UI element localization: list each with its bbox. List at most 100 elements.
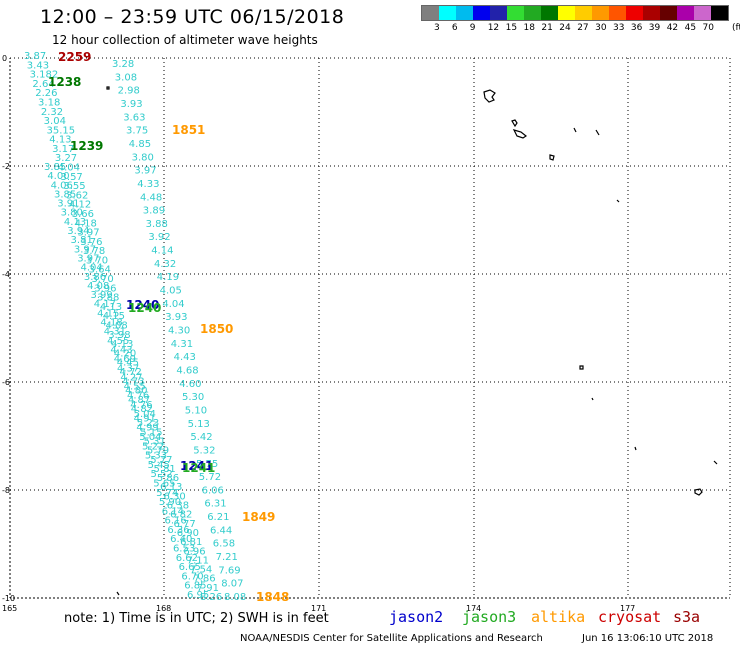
color-swatch bbox=[694, 6, 711, 20]
island bbox=[573, 127, 577, 133]
wave-height-value: 6.77 bbox=[173, 519, 195, 530]
island bbox=[694, 488, 703, 496]
color-swatch bbox=[490, 6, 507, 20]
wave-height-value: 4.76 bbox=[127, 391, 149, 402]
color-scale-swatches bbox=[421, 5, 729, 21]
wave-height-value: 6.44 bbox=[210, 525, 232, 536]
color-scale-label: 21 bbox=[541, 23, 553, 33]
wave-height-value: 6.06 bbox=[202, 485, 224, 496]
wave-height-value: 4.48 bbox=[140, 192, 162, 203]
wave-height-value: 5.90 bbox=[159, 497, 181, 508]
wave-height-value: 3.91 bbox=[57, 199, 79, 210]
wave-height-value: 5.32 bbox=[193, 445, 215, 456]
color-swatch bbox=[643, 6, 660, 20]
wave-height-value: 5.75 bbox=[196, 459, 218, 470]
time-label: 1241 bbox=[180, 459, 213, 473]
wave-height-value: 4.87 bbox=[128, 395, 150, 406]
wave-height-value: 5.04 bbox=[139, 432, 161, 443]
wave-height-value: 3.88 bbox=[146, 219, 168, 230]
wave-height-value: 5.15 bbox=[140, 427, 162, 438]
color-swatch bbox=[422, 6, 439, 20]
wave-height-value: 3.99 bbox=[90, 290, 112, 301]
wave-height-value: 6.31 bbox=[204, 499, 226, 510]
wave-height-value: 3.66 bbox=[72, 209, 94, 220]
island bbox=[634, 446, 637, 451]
wave-height-value: 6.95 bbox=[187, 590, 209, 601]
wave-height-value: 8.07 bbox=[221, 579, 243, 590]
time-label: 1851 bbox=[172, 123, 205, 137]
wave-height-value: 3.18 bbox=[38, 97, 60, 108]
wave-height-value: 4.20 bbox=[114, 348, 136, 359]
latitude-label: -8 bbox=[2, 486, 10, 495]
time-label: 1848 bbox=[256, 590, 289, 604]
wave-height-value: 3.08 bbox=[115, 72, 137, 83]
island bbox=[511, 119, 518, 128]
wave-height-value: 6.96 bbox=[183, 546, 205, 557]
wave-height-value: 4.43 bbox=[110, 345, 132, 356]
time-label: 1240 bbox=[126, 298, 159, 312]
wave-height-value: 3.96 bbox=[94, 283, 116, 294]
wave-height-value: 4.27 bbox=[120, 372, 142, 383]
color-scale-label: 70 bbox=[702, 23, 714, 33]
wave-height-value: 5.23 bbox=[137, 418, 159, 429]
wave-height-value: 3.62 bbox=[66, 190, 88, 201]
wave-height-value: 6.90 bbox=[177, 528, 199, 539]
color-swatch bbox=[473, 6, 490, 20]
color-scale-label: 12 bbox=[487, 23, 500, 33]
color-scale-label: 33 bbox=[613, 23, 625, 33]
color-scale-label: 9 bbox=[469, 23, 476, 33]
wave-height-value: 5.72 bbox=[199, 472, 221, 483]
wave-height-value: 6.38 bbox=[167, 501, 189, 512]
wave-height-value: 6.16 bbox=[165, 516, 187, 527]
wave-height-value: 6.40 bbox=[170, 534, 192, 545]
wave-height-value: 35.15 bbox=[46, 125, 75, 136]
credit-line: NOAA/NESDIS Center for Satellite Applica… bbox=[240, 633, 543, 644]
wave-height-value: 4.18 bbox=[100, 318, 122, 329]
wave-height-value: 3.85 bbox=[44, 162, 66, 173]
wave-height-value: 3.86 bbox=[84, 272, 106, 283]
wave-height-value: 3.93 bbox=[165, 312, 187, 323]
satellite-s3a: s3a bbox=[673, 608, 701, 626]
wave-height-value: 2.98 bbox=[118, 86, 140, 97]
color-swatch bbox=[507, 6, 524, 20]
wave-height-value: 7.54 bbox=[190, 565, 212, 576]
wave-height-value: 3.92 bbox=[148, 232, 170, 243]
wave-height-value: 4.00 bbox=[47, 171, 69, 182]
wave-height-value: 5.10 bbox=[185, 405, 207, 416]
wave-height-value: 6.70 bbox=[181, 571, 203, 582]
wave-height-value: 3.75 bbox=[126, 126, 148, 137]
island bbox=[549, 154, 555, 161]
wave-height-value: 4.85 bbox=[129, 139, 151, 150]
wave-height-value: 6.65 bbox=[179, 562, 201, 573]
wave-height-value: 6.81 bbox=[180, 537, 202, 548]
wave-height-value: 4.30 bbox=[168, 326, 190, 337]
wave-height-value: 3.78 bbox=[83, 246, 105, 257]
longitude-label: 177 bbox=[620, 604, 635, 613]
color-scale-label: 18 bbox=[523, 23, 535, 33]
wave-height-value: 2.32 bbox=[41, 107, 63, 118]
wave-height-value: 4.13 bbox=[49, 135, 71, 146]
wave-height-value: 4.73 bbox=[122, 376, 144, 387]
wave-height-value: 3.80 bbox=[132, 152, 154, 163]
wave-height-value: 4.31 bbox=[171, 339, 193, 350]
time-label: 1850 bbox=[200, 322, 233, 336]
time-label: 2259 bbox=[58, 50, 91, 64]
color-scale-label: 15 bbox=[505, 23, 518, 33]
wave-height-value: 4.04 bbox=[81, 263, 103, 274]
color-swatch bbox=[609, 6, 626, 20]
wave-height-value: 6.62 bbox=[176, 553, 198, 564]
wave-height-value: 3.97 bbox=[74, 244, 96, 255]
wave-height-value: 3.28 bbox=[112, 59, 134, 70]
color-scale-label: 36 bbox=[630, 23, 643, 33]
island bbox=[595, 129, 600, 136]
longitude-label: 165 bbox=[2, 604, 17, 613]
latitude-label: 0 bbox=[2, 54, 7, 63]
wave-height-value: 3.98 bbox=[108, 330, 130, 341]
wave-height-value: 4.69 bbox=[114, 354, 136, 365]
wave-height-value: 5.22 bbox=[142, 441, 164, 452]
wave-height-value: 4.19 bbox=[157, 272, 179, 283]
color-scale-label: 6 bbox=[451, 23, 458, 33]
wave-height-value: 7.21 bbox=[216, 552, 238, 563]
wave-height-value: 4.13 bbox=[100, 302, 122, 313]
